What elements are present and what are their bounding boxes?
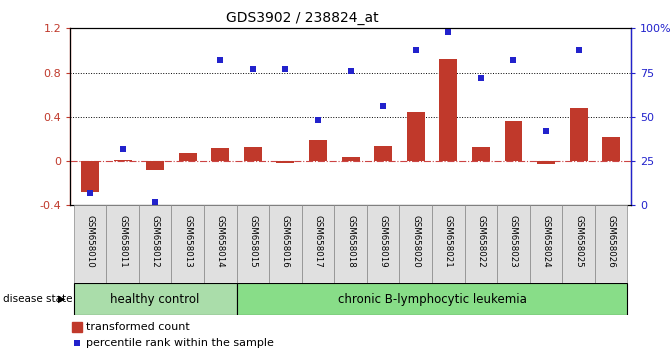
- Bar: [269, 205, 302, 283]
- Text: GSM658012: GSM658012: [151, 215, 160, 267]
- Bar: [237, 283, 627, 315]
- Text: healthy control: healthy control: [111, 293, 200, 306]
- Bar: [530, 205, 562, 283]
- Bar: [302, 205, 334, 283]
- Text: GSM658023: GSM658023: [509, 215, 518, 267]
- Bar: [464, 205, 497, 283]
- Point: [71, 341, 82, 346]
- Point: [411, 47, 421, 52]
- Text: GSM658021: GSM658021: [444, 215, 453, 267]
- Point: [248, 66, 258, 72]
- Text: GSM658024: GSM658024: [541, 215, 550, 267]
- Text: GSM658026: GSM658026: [607, 215, 616, 267]
- Bar: [399, 205, 432, 283]
- Bar: [472, 147, 490, 161]
- Text: GSM658016: GSM658016: [281, 215, 290, 267]
- Text: ▶: ▶: [58, 294, 66, 304]
- Bar: [171, 205, 204, 283]
- Bar: [276, 161, 295, 163]
- Bar: [562, 205, 595, 283]
- Bar: [139, 205, 171, 283]
- Text: disease state: disease state: [3, 294, 73, 304]
- Bar: [309, 140, 327, 161]
- Point: [443, 29, 454, 35]
- Text: GSM658010: GSM658010: [85, 215, 95, 267]
- Text: GDS3902 / 238824_at: GDS3902 / 238824_at: [225, 11, 378, 25]
- Point: [215, 57, 225, 63]
- Point: [508, 57, 519, 63]
- Bar: [603, 137, 620, 161]
- Point: [476, 75, 486, 81]
- Text: GSM658014: GSM658014: [216, 215, 225, 267]
- Bar: [81, 161, 99, 192]
- Point: [280, 66, 291, 72]
- Text: GSM658013: GSM658013: [183, 215, 192, 267]
- Point: [573, 47, 584, 52]
- Bar: [178, 153, 197, 161]
- Bar: [106, 205, 139, 283]
- Text: GSM658022: GSM658022: [476, 215, 485, 267]
- Point: [345, 68, 356, 74]
- Bar: [146, 161, 164, 170]
- Point: [150, 199, 160, 205]
- Point: [541, 128, 552, 134]
- Bar: [211, 148, 229, 161]
- Text: percentile rank within the sample: percentile rank within the sample: [86, 338, 274, 348]
- Bar: [113, 160, 132, 161]
- Bar: [342, 156, 360, 161]
- Point: [313, 118, 323, 123]
- Bar: [432, 205, 464, 283]
- Bar: [244, 147, 262, 161]
- Bar: [374, 145, 392, 161]
- Text: GSM658015: GSM658015: [248, 215, 258, 267]
- Bar: [204, 205, 237, 283]
- Text: GSM658011: GSM658011: [118, 215, 127, 267]
- Point: [117, 146, 128, 152]
- Bar: [367, 205, 399, 283]
- Bar: [237, 205, 269, 283]
- Bar: [570, 108, 588, 161]
- Bar: [595, 205, 627, 283]
- Bar: [407, 113, 425, 161]
- Point: [378, 103, 389, 109]
- Text: chronic B-lymphocytic leukemia: chronic B-lymphocytic leukemia: [338, 293, 527, 306]
- Text: GSM658025: GSM658025: [574, 215, 583, 267]
- Text: GSM658019: GSM658019: [378, 215, 388, 267]
- Text: transformed count: transformed count: [86, 322, 190, 332]
- Bar: [505, 121, 523, 161]
- Text: GSM658018: GSM658018: [346, 215, 355, 267]
- Text: GSM658017: GSM658017: [313, 215, 323, 267]
- Bar: [537, 161, 555, 164]
- Bar: [74, 205, 106, 283]
- Text: GSM658020: GSM658020: [411, 215, 420, 267]
- Bar: [497, 205, 530, 283]
- Bar: [72, 322, 82, 332]
- Bar: [440, 59, 457, 161]
- Bar: [74, 283, 237, 315]
- Point: [85, 190, 95, 196]
- Bar: [334, 205, 367, 283]
